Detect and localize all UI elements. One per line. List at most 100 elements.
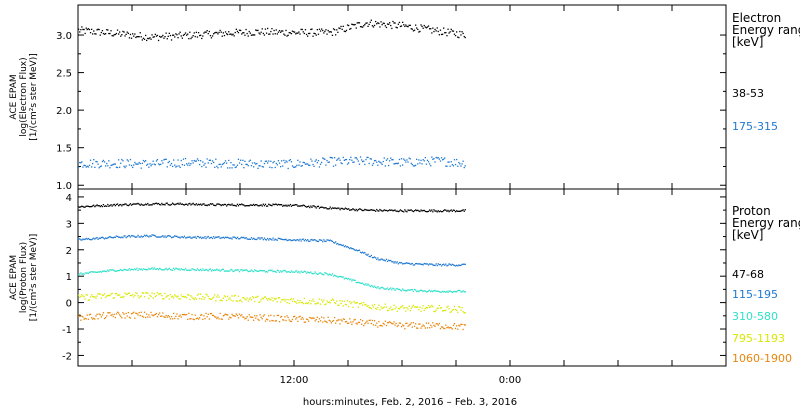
data-point	[235, 205, 237, 207]
data-point	[312, 163, 314, 166]
data-point	[188, 38, 190, 40]
data-point	[375, 307, 377, 310]
data-point	[167, 235, 169, 237]
data-point	[326, 208, 328, 210]
data-point	[103, 205, 106, 207]
data-point	[157, 293, 160, 295]
data-point	[314, 206, 316, 208]
data-point	[431, 263, 433, 265]
data-point	[311, 28, 313, 30]
data-point	[134, 161, 136, 164]
data-point	[408, 209, 410, 212]
data-point	[245, 28, 247, 31]
data-point	[153, 36, 155, 38]
data-point	[142, 316, 145, 318]
data-point	[331, 157, 334, 159]
data-point	[448, 327, 450, 329]
data-point	[457, 328, 459, 330]
data-point	[337, 304, 339, 306]
data-point	[427, 161, 430, 163]
data-point	[300, 240, 302, 242]
data-point	[284, 316, 286, 318]
data-point	[197, 318, 200, 320]
data-point	[97, 293, 99, 295]
data-point	[328, 273, 330, 275]
data-point	[344, 207, 347, 209]
data-point	[370, 285, 372, 287]
data-point	[190, 37, 192, 40]
data-point	[148, 166, 150, 168]
data-point	[351, 209, 353, 211]
data-point	[245, 269, 247, 271]
data-point	[419, 30, 421, 33]
data-point	[447, 326, 449, 328]
data-point	[267, 237, 269, 240]
data-point	[415, 263, 417, 265]
data-point	[404, 307, 406, 309]
data-point	[287, 167, 289, 170]
data-point	[424, 26, 426, 28]
data-point	[221, 300, 223, 302]
data-point	[168, 267, 170, 269]
data-point	[422, 305, 424, 307]
data-point	[227, 295, 229, 298]
data-point	[309, 299, 311, 302]
data-point	[80, 239, 82, 241]
data-point	[222, 163, 224, 165]
data-point	[461, 263, 463, 266]
data-point	[423, 160, 425, 162]
data-point	[452, 291, 455, 293]
data-point	[334, 274, 336, 276]
legend-title-line: Energy ranges	[732, 23, 800, 37]
data-point	[87, 205, 89, 207]
data-point	[443, 27, 445, 29]
data-point	[113, 203, 115, 206]
data-point	[413, 325, 416, 327]
data-point	[273, 29, 275, 32]
data-point	[451, 328, 453, 330]
data-point	[372, 26, 375, 28]
legend-title-line: Energy ranges	[732, 216, 800, 230]
data-point	[453, 33, 456, 35]
data-point	[182, 236, 185, 239]
data-point	[82, 316, 84, 318]
data-point	[218, 269, 220, 271]
data-point	[196, 204, 199, 206]
data-point	[205, 237, 207, 240]
data-point	[348, 322, 350, 324]
data-point	[81, 161, 83, 163]
data-point	[132, 33, 134, 35]
data-point	[294, 315, 296, 317]
data-point	[106, 162, 108, 165]
data-point	[181, 37, 183, 39]
data-point	[98, 237, 100, 239]
data-point	[203, 298, 205, 300]
data-point	[345, 208, 348, 210]
data-point	[445, 209, 447, 211]
data-point	[223, 34, 226, 37]
data-point	[155, 236, 158, 238]
data-point	[323, 207, 325, 209]
data-point	[417, 28, 419, 31]
data-point	[215, 236, 217, 238]
data-point	[82, 273, 84, 275]
data-point	[304, 302, 307, 305]
data-point	[268, 269, 270, 272]
data-point	[201, 165, 203, 168]
data-point	[435, 210, 437, 212]
data-point	[424, 157, 426, 159]
data-point	[289, 32, 291, 34]
data-point	[319, 163, 322, 165]
data-point	[175, 166, 177, 168]
data-point	[311, 272, 313, 275]
data-point	[173, 236, 175, 238]
data-point	[142, 235, 145, 238]
data-point	[366, 209, 368, 211]
data-point	[350, 321, 352, 323]
data-point	[353, 319, 355, 321]
data-point	[365, 209, 367, 211]
data-point	[190, 163, 192, 165]
data-point	[447, 28, 449, 30]
data-point	[342, 244, 344, 246]
data-point	[431, 156, 433, 158]
